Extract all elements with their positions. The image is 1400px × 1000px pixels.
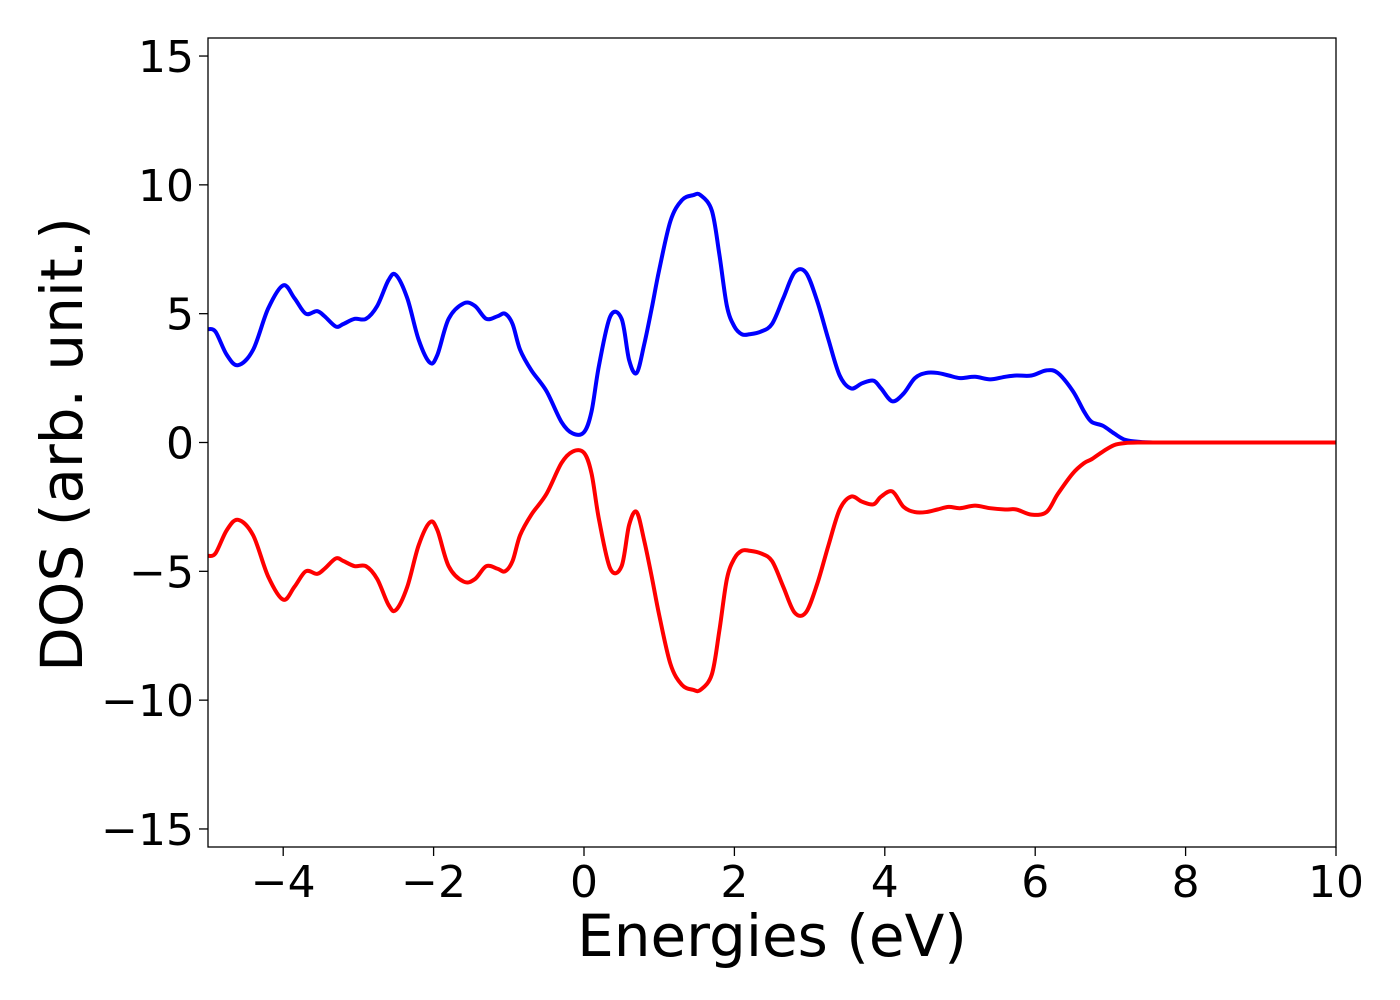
x-tick-label: 10 bbox=[1308, 857, 1364, 908]
x-axis-label: Energies (eV) bbox=[577, 902, 967, 970]
y-tick-label: 5 bbox=[166, 290, 194, 341]
y-tick-label: 15 bbox=[138, 32, 194, 83]
y-tick-label: 10 bbox=[138, 161, 194, 212]
x-tick-label: 4 bbox=[871, 857, 899, 908]
series-line-spin-up bbox=[208, 191, 1336, 445]
x-tick-label: 2 bbox=[720, 857, 748, 908]
x-tick-label: −2 bbox=[401, 857, 466, 908]
x-axis-ticks: −4 −2 0 2 4 6 8 10 bbox=[251, 847, 1364, 908]
x-tick-label: 0 bbox=[570, 857, 598, 908]
x-tick-label: 8 bbox=[1172, 857, 1200, 908]
series-line-spin-down bbox=[208, 440, 1336, 694]
y-axis-label: DOS (arb. unit.) bbox=[28, 217, 96, 672]
y-tick-label: 0 bbox=[166, 419, 194, 470]
x-tick-label: 6 bbox=[1021, 857, 1049, 908]
x-tick-label: −4 bbox=[251, 857, 316, 908]
series-layer bbox=[208, 191, 1336, 694]
y-tick-label: −5 bbox=[129, 547, 194, 598]
y-axis-ticks: 15 10 5 0 −5 −10 −15 bbox=[101, 32, 208, 856]
y-tick-label: −15 bbox=[101, 805, 194, 856]
y-tick-label: −10 bbox=[101, 676, 194, 727]
